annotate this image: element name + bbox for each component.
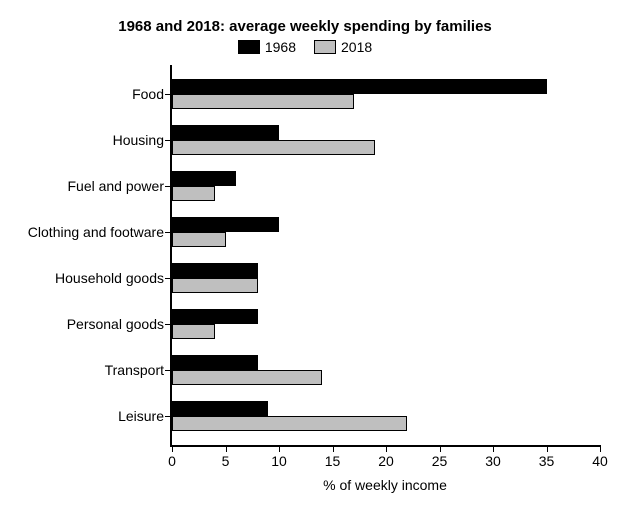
bar-1968 [172,355,258,370]
bar-1968 [172,217,279,232]
bar-2018 [172,186,215,201]
x-tick-label: 0 [168,453,176,469]
bar-1968 [172,401,268,416]
category-label: Leisure [118,408,172,424]
bar-2018 [172,324,215,339]
x-tick [279,445,280,452]
category-group: Leisure [172,393,600,439]
spending-chart: 1968 and 2018: average weekly spending b… [0,0,640,517]
category-label: Transport [105,362,172,378]
category-group: Food [172,71,600,117]
bar-1968 [172,309,258,324]
bar-2018 [172,416,407,431]
y-tick [165,186,172,187]
x-tick [493,445,494,452]
x-tick-label: 30 [485,453,501,469]
category-group: Fuel and power [172,163,600,209]
y-tick [165,416,172,417]
x-tick-label: 35 [539,453,555,469]
plot-area: FoodHousingFuel and powerClothing and fo… [170,65,600,447]
category-label: Personal goods [67,316,172,332]
bar-2018 [172,94,354,109]
y-tick [165,278,172,279]
x-tick-label: 40 [592,453,608,469]
legend-swatch-1968 [238,40,260,54]
bar-1968 [172,79,547,94]
bar-2018 [172,140,375,155]
x-tick-label: 20 [378,453,394,469]
y-tick [165,324,172,325]
x-tick [440,445,441,452]
category-label: Fuel and power [67,178,172,194]
y-tick [165,140,172,141]
bar-1968 [172,125,279,140]
bar-1968 [172,263,258,278]
legend-label-1968: 1968 [265,39,296,55]
bar-2018 [172,370,322,385]
bar-2018 [172,278,258,293]
x-tick-label: 10 [271,453,287,469]
y-tick [165,94,172,95]
legend-swatch-2018 [314,40,336,54]
category-label: Household goods [55,270,172,286]
x-tick [547,445,548,452]
x-tick-label: 15 [325,453,341,469]
bar-2018 [172,232,226,247]
category-label: Housing [113,132,172,148]
chart-title: 1968 and 2018: average weekly spending b… [10,18,600,35]
category-label: Clothing and footware [28,224,172,240]
y-tick [165,370,172,371]
x-tick-label: 5 [222,453,230,469]
category-group: Clothing and footware [172,209,600,255]
y-tick [165,232,172,233]
x-tick [386,445,387,452]
x-tick [333,445,334,452]
x-tick [600,445,601,452]
legend-item-2018: 2018 [314,39,372,55]
x-tick [226,445,227,452]
legend-label-2018: 2018 [341,39,372,55]
category-group: Housing [172,117,600,163]
x-axis-label: % of weekly income [170,477,600,493]
x-tick [172,445,173,452]
legend-item-1968: 1968 [238,39,296,55]
category-group: Transport [172,347,600,393]
bar-1968 [172,171,236,186]
category-group: Personal goods [172,301,600,347]
chart-legend: 1968 2018 [10,39,600,55]
x-tick-label: 25 [432,453,448,469]
category-group: Household goods [172,255,600,301]
